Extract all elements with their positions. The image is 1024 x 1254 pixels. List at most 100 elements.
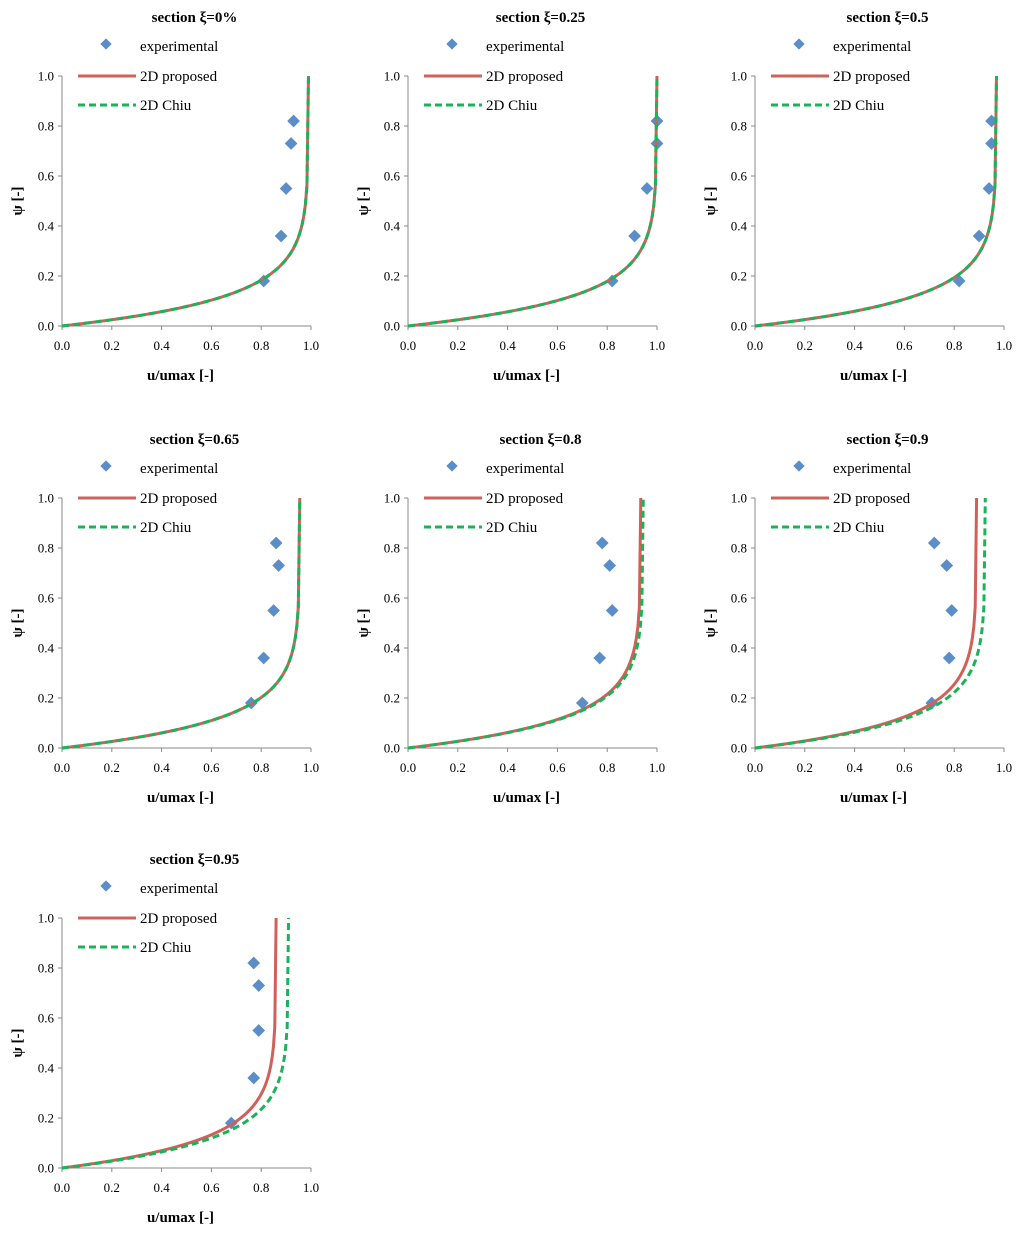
legend-label-experimental: experimental (833, 461, 911, 477)
chart-panel-5: section ξ=0.8 experimental 2D proposed 2D C… (356, 432, 665, 806)
chart-panel-4: section ξ=0.65 experimental 2D proposed 2D … (10, 432, 319, 806)
data-point-experimental (272, 559, 285, 572)
chart-title: section ξ=0.8 (500, 432, 582, 448)
data-point-experimental (940, 559, 954, 572)
legend-label-experimental: experimental (833, 39, 911, 55)
y-tick-label: 0.8 (731, 541, 747, 556)
x-tick-label: 0.0 (747, 338, 763, 353)
legend-marker-experimental (793, 38, 805, 50)
legend-label-experimental: experimental (486, 39, 564, 55)
x-tick-label: 0.8 (253, 1180, 269, 1195)
legend-label-proposed: 2D proposed (140, 69, 218, 85)
y-tick-label: 0.6 (38, 1011, 55, 1026)
legend: experimental 2D proposed 2D Chiu (771, 460, 911, 536)
data-point-experimental (593, 651, 607, 665)
x-axis-label: u/umax [-] (840, 368, 907, 384)
series-experimental (575, 536, 619, 710)
y-tick-label: 0.6 (731, 169, 748, 184)
legend-label-experimental: experimental (140, 39, 218, 55)
y-tick-label: 0.6 (731, 591, 748, 606)
legend-label-experimental: experimental (486, 461, 564, 477)
y-tick-label: 0.0 (384, 319, 400, 334)
x-tick-label: 0.8 (253, 760, 269, 775)
series-line-chiu (61, 917, 291, 1170)
legend-marker-experimental (446, 38, 458, 50)
chart-title: section ξ=0.65 (150, 432, 239, 448)
x-tick-label: 0.8 (253, 338, 269, 353)
y-tick-label: 0.4 (38, 641, 55, 656)
data-point-experimental (605, 604, 619, 617)
legend-label-chiu: 2D Chiu (140, 520, 192, 536)
x-tick-label: 0.4 (499, 338, 516, 353)
series-line-chiu (61, 75, 310, 328)
legend-label-experimental: experimental (140, 461, 218, 477)
y-tick-label: 0.2 (731, 269, 747, 284)
series-line-chiu (407, 497, 645, 750)
data-point-experimental (269, 536, 283, 550)
y-tick-label: 0.8 (38, 119, 54, 134)
chart-title: section ξ=0.9 (847, 432, 929, 448)
data-point-experimental (972, 229, 986, 243)
data-point-experimental (628, 229, 641, 243)
x-tick-label: 0.2 (104, 760, 120, 775)
y-tick-label: 0.6 (384, 169, 401, 184)
data-point-experimental (945, 604, 959, 617)
x-tick-label: 0.6 (549, 338, 566, 353)
x-tick-label: 0.0 (400, 338, 416, 353)
y-tick-label: 0.2 (731, 691, 747, 706)
legend-marker-experimental (100, 460, 112, 472)
legend-marker-experimental (100, 38, 112, 50)
series-line-chiu (754, 75, 998, 328)
series-experimental (952, 114, 998, 288)
x-tick-label: 0.2 (104, 1180, 120, 1195)
x-tick-label: 0.2 (450, 338, 466, 353)
x-tick-label: 1.0 (303, 760, 319, 775)
x-tick-label: 1.0 (996, 338, 1012, 353)
x-axis-label: u/umax [-] (147, 1210, 214, 1226)
x-tick-label: 0.8 (599, 760, 615, 775)
legend-label-proposed: 2D proposed (486, 69, 564, 85)
y-tick-label: 0.4 (38, 1061, 55, 1076)
y-tick-label: 1.0 (38, 491, 54, 506)
x-axis-label: u/umax [-] (147, 368, 214, 384)
y-tick-label: 0.6 (384, 591, 401, 606)
y-axis-label: ψ [-] (356, 186, 372, 215)
y-tick-label: 0.2 (38, 269, 54, 284)
chart-panel-7: section ξ=0.95 experimental 2D proposed 2D … (10, 852, 319, 1226)
y-tick-label: 0.8 (38, 541, 54, 556)
y-axis-label: ψ [-] (10, 608, 26, 637)
legend-label-chiu: 2D Chiu (140, 98, 192, 114)
chart-title: section ξ=0.25 (496, 10, 585, 26)
x-tick-label: 0.0 (747, 760, 763, 775)
data-point-experimental (247, 956, 261, 970)
x-tick-label: 0.8 (599, 338, 615, 353)
y-tick-label: 0.4 (384, 219, 401, 234)
x-tick-label: 0.6 (549, 760, 566, 775)
y-tick-label: 1.0 (731, 491, 747, 506)
legend: experimental 2D proposed 2D Chiu (424, 38, 564, 114)
x-tick-label: 0.0 (54, 1180, 70, 1195)
y-tick-label: 1.0 (731, 69, 747, 84)
x-tick-label: 0.0 (54, 338, 70, 353)
y-tick-label: 1.0 (384, 491, 400, 506)
y-tick-label: 1.0 (38, 911, 54, 926)
y-axis-label: ψ [-] (703, 608, 719, 637)
legend-label-chiu: 2D Chiu (140, 940, 192, 956)
y-tick-label: 1.0 (384, 69, 400, 84)
legend: experimental 2D proposed 2D Chiu (771, 38, 911, 114)
legend-label-proposed: 2D proposed (140, 491, 218, 507)
x-tick-label: 0.4 (153, 338, 170, 353)
x-tick-label: 0.4 (153, 760, 170, 775)
data-point-experimental (247, 1071, 261, 1085)
y-axis-label: ψ [-] (10, 186, 26, 215)
y-tick-label: 0.4 (731, 219, 748, 234)
figure: section ξ=0% experimental 2D proposed 2D Ch… (10, 10, 1013, 1226)
y-tick-label: 0.8 (38, 961, 54, 976)
y-tick-label: 0.6 (38, 591, 55, 606)
y-tick-label: 0.2 (38, 1111, 54, 1126)
x-tick-label: 1.0 (649, 338, 665, 353)
x-tick-label: 0.2 (797, 760, 813, 775)
legend-label-chiu: 2D Chiu (833, 98, 885, 114)
legend: experimental 2D proposed 2D Chiu (424, 460, 564, 536)
data-point-experimental (274, 229, 288, 243)
